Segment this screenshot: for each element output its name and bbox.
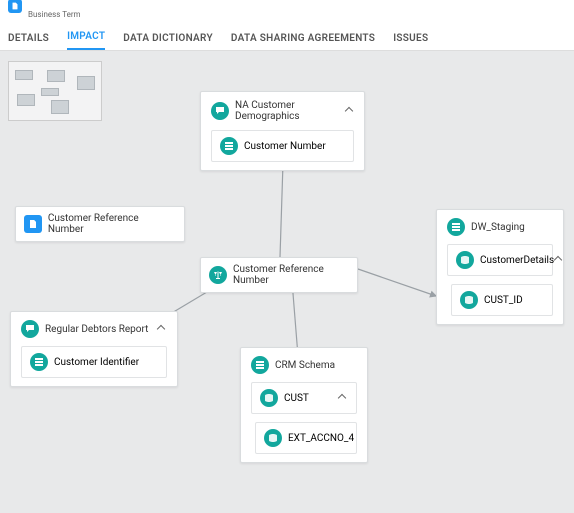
child-label: CUST (284, 393, 309, 404)
chat-icon (211, 102, 229, 120)
db-icon (460, 291, 478, 309)
node-title: NA Customer Demographics (235, 100, 345, 122)
node-cust-ref-source[interactable]: Customer Reference Number (15, 206, 185, 242)
node-title: Customer Reference Number (48, 213, 176, 235)
node-na-demographics[interactable]: NA Customer Demographics Customer Number (200, 91, 365, 171)
node-title: CRM Schema (275, 360, 335, 371)
child-cust[interactable]: CUST (251, 382, 357, 414)
tab-bar: DETAILS IMPACT DATA DICTIONARY DATA SHAR… (0, 21, 574, 51)
node-title: Regular Debtors Report (45, 324, 148, 335)
list-icon (220, 137, 238, 155)
db-icon (264, 429, 282, 447)
minimap[interactable] (8, 61, 102, 121)
grandchild-ext-accno[interactable]: EXT_ACCNO_4 (255, 422, 357, 454)
node-debtors[interactable]: Regular Debtors Report Customer Identifi… (10, 311, 178, 387)
minimap-node (51, 100, 69, 114)
tab-data-sharing[interactable]: DATA SHARING AGREEMENTS (231, 27, 375, 50)
tab-details[interactable]: DETAILS (8, 27, 49, 50)
child-label: Customer Identifier (54, 357, 139, 368)
tab-impact[interactable]: IMPACT (67, 25, 105, 50)
doc-icon (24, 215, 42, 233)
node-title: Customer Reference Number (233, 264, 349, 286)
page-subtitle: Business Term (0, 10, 574, 21)
node-title: DW_Staging (471, 222, 525, 233)
grandchild-label: EXT_ACCNO_4 (288, 433, 354, 444)
impact-canvas[interactable]: NA Customer Demographics Customer Number… (0, 51, 574, 513)
minimap-node (47, 70, 65, 82)
child-customer-number[interactable]: Customer Number (211, 130, 354, 162)
tab-issues[interactable]: ISSUES (393, 27, 428, 50)
child-label: Customer Number (244, 141, 326, 152)
db-icon (260, 389, 278, 407)
node-cust-ref-center[interactable]: Customer Reference Number (200, 257, 358, 293)
chevron-up-icon[interactable] (338, 393, 348, 403)
node-dw-staging[interactable]: DW_Staging CustomerDetails CUST_ID (436, 209, 564, 325)
list-icon (30, 353, 48, 371)
balance-icon (209, 266, 227, 284)
node-crm[interactable]: CRM Schema CUST EXT_ACCNO_4 (240, 347, 368, 463)
child-label: CustomerDetails (480, 255, 554, 266)
child-customer-identifier[interactable]: Customer Identifier (21, 346, 167, 378)
minimap-node (15, 70, 33, 80)
child-customerdetails[interactable]: CustomerDetails (447, 244, 553, 276)
term-icon (8, 0, 22, 13)
tab-data-dictionary[interactable]: DATA DICTIONARY (123, 27, 213, 50)
minimap-node (77, 76, 95, 90)
minimap-node (41, 88, 59, 96)
list-icon (251, 356, 269, 374)
chat-icon (21, 320, 39, 338)
db-icon (456, 251, 474, 269)
minimap-node (17, 94, 35, 106)
list-icon (447, 218, 465, 236)
chevron-up-icon[interactable] (157, 324, 167, 334)
grandchild-cust-id[interactable]: CUST_ID (451, 284, 553, 316)
chevron-up-icon[interactable] (345, 106, 354, 116)
grandchild-label: CUST_ID (484, 295, 523, 306)
